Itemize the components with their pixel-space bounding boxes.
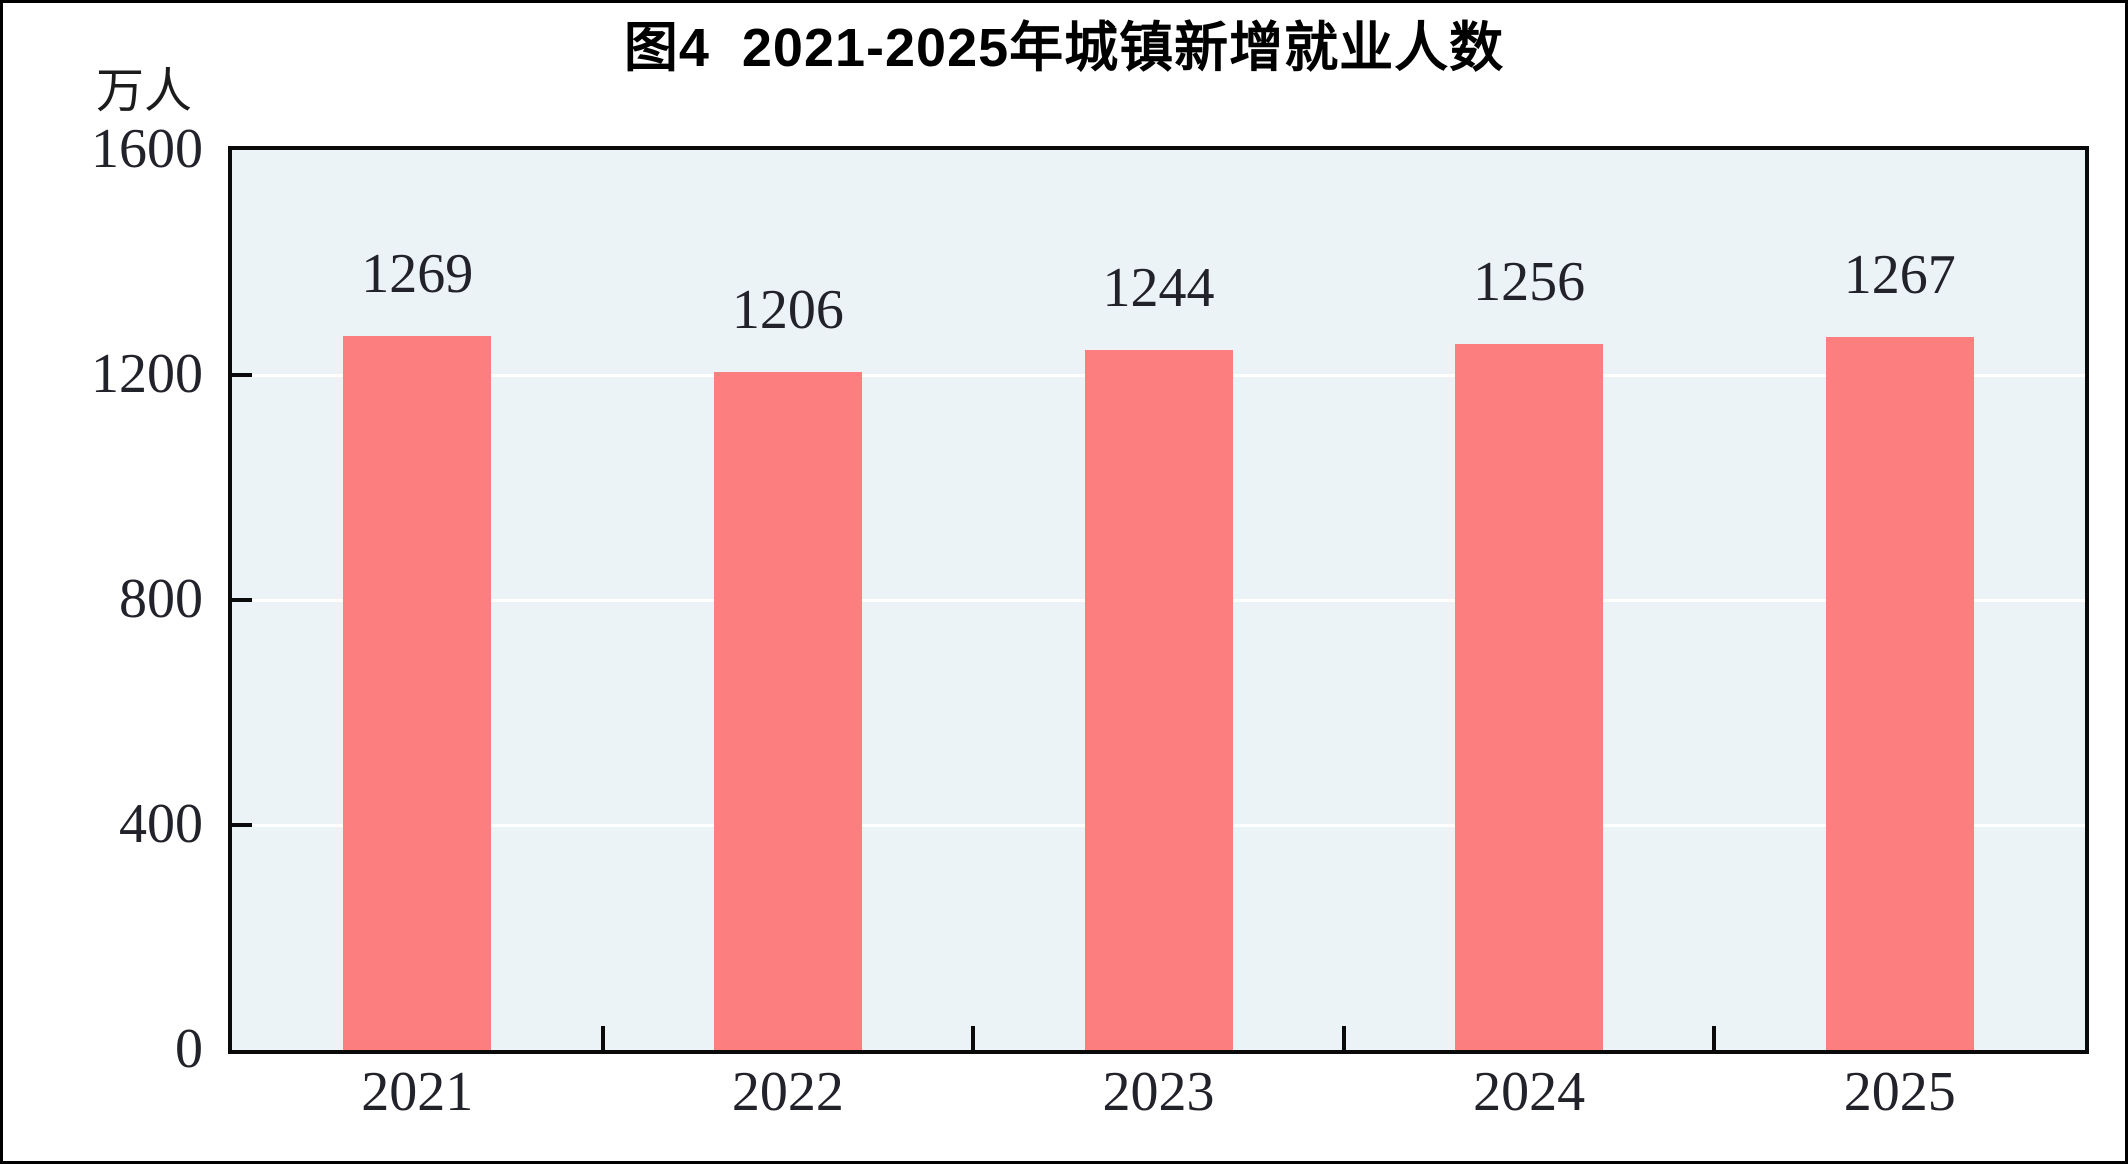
y-axis-unit-label: 万人 bbox=[96, 65, 193, 118]
x-axis-label-2021: 2021 bbox=[361, 1061, 474, 1123]
bar-value-label: 1269 bbox=[361, 243, 474, 306]
bar-2022 bbox=[713, 371, 862, 1050]
x-axis-tick-mark bbox=[1712, 1026, 1717, 1050]
y-axis-tick-mark-800 bbox=[232, 598, 252, 602]
bar-2025 bbox=[1825, 337, 1974, 1050]
x-axis-label-2022: 2022 bbox=[731, 1061, 844, 1123]
y-axis-label-800: 800 bbox=[119, 567, 203, 630]
y-axis-label-0: 0 bbox=[175, 1017, 203, 1080]
bar-value-label: 1244 bbox=[1102, 257, 1215, 320]
y-axis-tick-mark-1200 bbox=[232, 373, 252, 377]
x-axis-tick-mark bbox=[971, 1026, 976, 1050]
bar-value-label: 1206 bbox=[731, 278, 844, 341]
x-axis-label-2024: 2024 bbox=[1473, 1061, 1586, 1123]
x-axis-tick-mark bbox=[600, 1026, 605, 1050]
chart-title: 图4 2021-2025年城镇新增就业人数 bbox=[623, 18, 1505, 78]
bar-2024 bbox=[1455, 343, 1604, 1050]
x-axis-label-2025: 2025 bbox=[1843, 1061, 1956, 1123]
y-axis-tick-mark-400 bbox=[232, 823, 252, 827]
y-axis-label-400: 400 bbox=[119, 792, 203, 855]
x-axis-tick-mark bbox=[1341, 1026, 1346, 1050]
bar-value-label: 1267 bbox=[1843, 244, 1956, 307]
bar-value-label: 1256 bbox=[1473, 250, 1586, 313]
x-axis-label-2023: 2023 bbox=[1102, 1061, 1215, 1123]
bar-2021 bbox=[343, 336, 492, 1050]
y-axis-label-1600: 1600 bbox=[91, 117, 203, 180]
plot-area: 1269 1206 1244 1256 1267 bbox=[228, 146, 2089, 1054]
bar-2023 bbox=[1084, 350, 1233, 1050]
y-axis-label-1200: 1200 bbox=[91, 342, 203, 405]
